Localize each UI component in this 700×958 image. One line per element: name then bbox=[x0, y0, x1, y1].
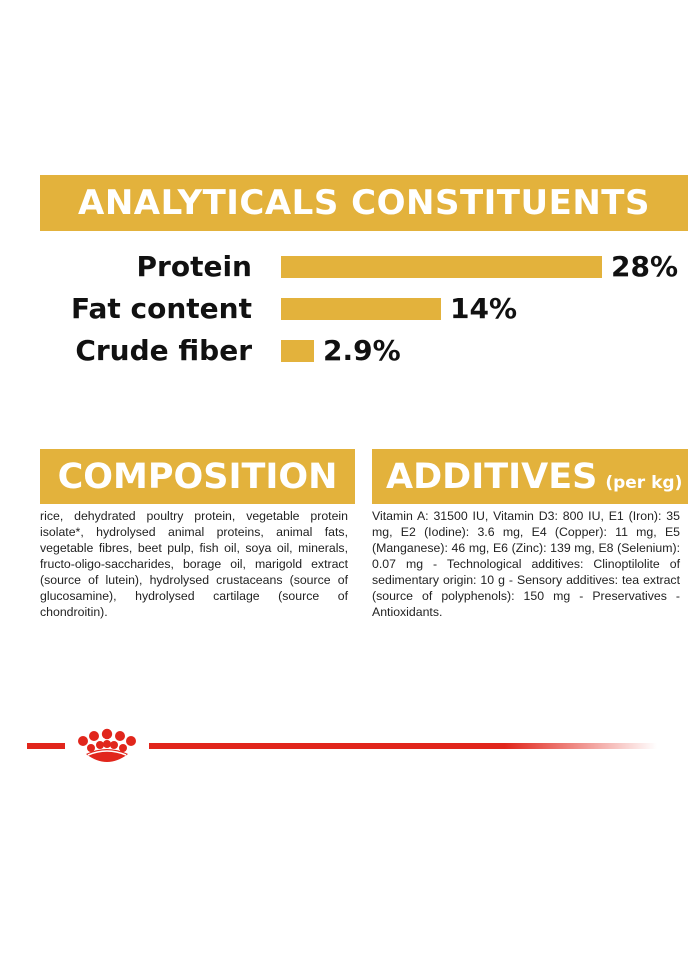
additives-unit: (per kg) bbox=[605, 472, 683, 493]
constituent-label: Fat content bbox=[71, 292, 252, 325]
constituent-label: Protein bbox=[136, 250, 252, 283]
additives-text: Vitamin A: 31500 IU, Vitamin D3: 800 IU,… bbox=[372, 509, 680, 619]
divider-line-right bbox=[149, 743, 657, 749]
divider-line-left bbox=[27, 743, 65, 749]
constituent-bar bbox=[281, 298, 441, 320]
analytics-title-text: ANALYTICALS CONSTITUENTS bbox=[78, 183, 650, 223]
brand-divider bbox=[27, 728, 657, 762]
composition-title: COMPOSITION bbox=[40, 449, 355, 504]
constituent-value: 28% bbox=[611, 250, 679, 283]
constituent-value: 14% bbox=[450, 292, 518, 325]
constituent-bar bbox=[281, 256, 602, 278]
constituent-bar bbox=[281, 340, 314, 362]
crown-icon bbox=[78, 728, 136, 762]
composition-title-text: COMPOSITION bbox=[57, 456, 338, 497]
composition-text: rice, dehydrated poultry protein, vegeta… bbox=[40, 509, 348, 619]
constituent-row-protein: Protein 28% bbox=[0, 247, 700, 287]
constituent-label: Crude fiber bbox=[75, 334, 252, 367]
constituent-row-fat: Fat content 14% bbox=[0, 289, 700, 329]
constituent-row-fiber: Crude fiber 2.9% bbox=[0, 331, 700, 371]
analytics-title: ANALYTICALS CONSTITUENTS bbox=[40, 175, 688, 231]
additives-title-text: ADDITIVES bbox=[386, 456, 598, 497]
additives-title: ADDITIVES (per kg) bbox=[372, 449, 688, 504]
constituent-value: 2.9% bbox=[323, 334, 401, 367]
